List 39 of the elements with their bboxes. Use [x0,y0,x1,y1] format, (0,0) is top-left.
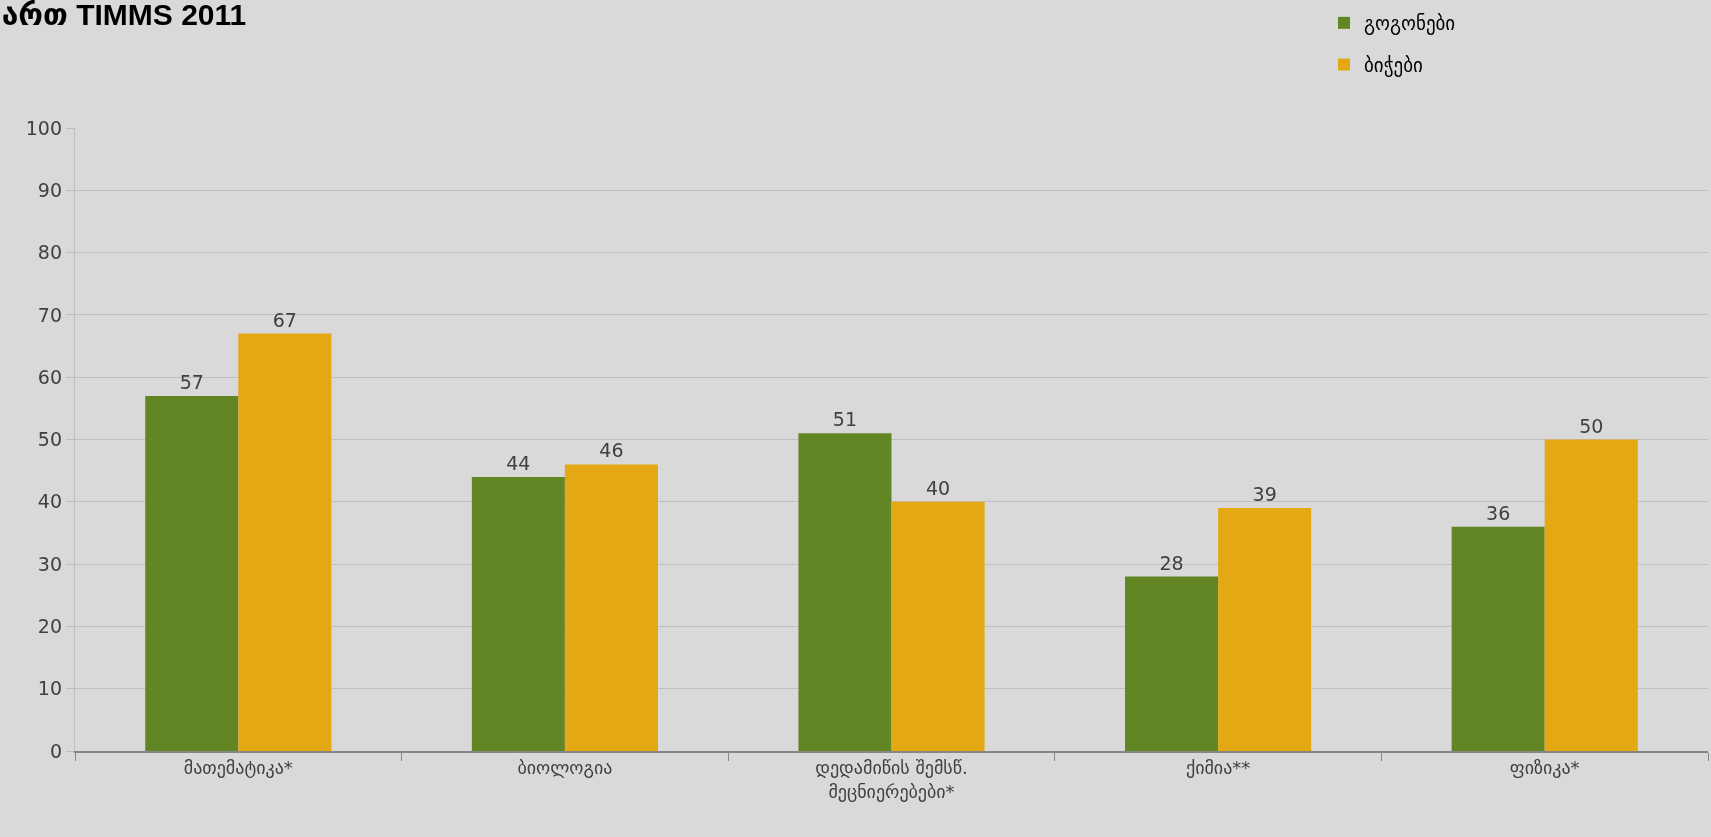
y-tick-label: 50 [37,428,63,451]
data-label: 40 [925,476,951,499]
data-label: 67 [272,308,297,331]
x-tick-label: ქიმია** [1185,757,1251,779]
bar [145,395,239,751]
data-label: 46 [599,439,624,462]
y-tick-label: 20 [37,615,63,638]
bar [1544,439,1638,751]
data-label: 50 [1579,414,1604,437]
y-tick-label: 40 [37,490,63,513]
bar [891,501,985,751]
y-tick-label: 80 [37,241,63,264]
bar [238,333,332,751]
bar [471,476,565,751]
data-label: 39 [1252,483,1277,506]
bar [1218,508,1312,751]
y-tick-label: 60 [37,365,63,388]
y-tick-label: 30 [37,552,63,575]
data-label: 36 [1486,501,1511,524]
legend-label: ბიჭები [1364,53,1423,77]
bar [1125,576,1219,751]
y-tick-label: 10 [37,677,63,700]
bar [1451,526,1545,751]
y-tick-label: 70 [37,303,63,326]
data-label: 51 [832,408,858,431]
data-label: 28 [1159,551,1184,574]
bar [798,433,892,751]
data-label: 57 [179,370,204,393]
bar [564,464,658,751]
x-tick-label: ბიოლოგია [517,757,613,779]
chart-title: ართ TIMMS 2011 [1,0,247,32]
y-tick-label: 90 [37,178,63,201]
x-tick-label: მათემატიკა* [183,757,293,779]
y-tick-label: 0 [49,739,63,762]
data-label: 44 [506,451,531,474]
y-tick-label: 100 [25,116,63,139]
x-tick-label: ფიზიკა* [1509,757,1580,779]
x-tick-label: დედამიწის შემსწ. მეცნიერებები* [815,757,968,802]
legend-label: გოგონები [1364,12,1456,36]
